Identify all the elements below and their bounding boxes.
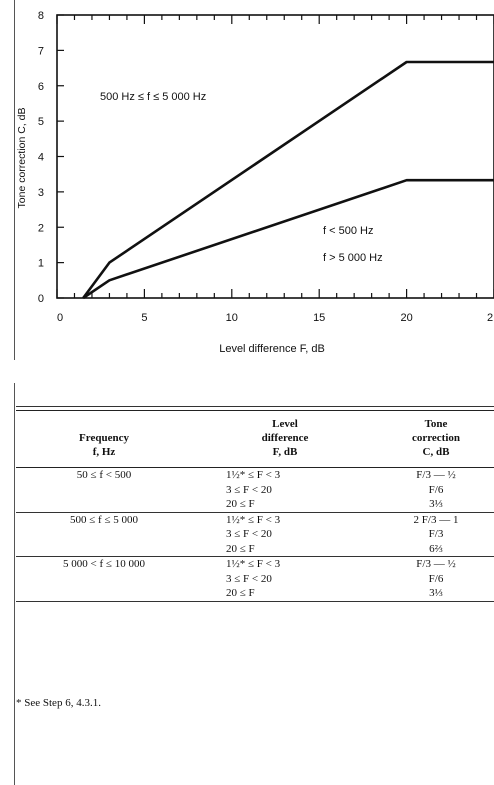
cell-frequency: 500 ≤ f ≤ 5 000 — [16, 512, 192, 557]
annotation-lower-curve-1: f < 500 Hz — [323, 225, 373, 237]
cell-level-difference: 1½* ≤ F < 3 3 ≤ F < 20 20 ≤ F — [192, 512, 378, 557]
y-tick-label: 0 — [38, 293, 44, 305]
y-tick-label: 8 — [38, 10, 44, 22]
x-tick-label: 2 — [487, 312, 493, 324]
y-tick-label: 3 — [38, 187, 44, 199]
footnote: * See Step 6, 4.3.1. — [16, 697, 101, 709]
y-tick-label: 5 — [38, 116, 44, 128]
cell-level-difference: 1½* ≤ F < 3 3 ≤ F < 20 20 ≤ F — [192, 467, 378, 513]
y-axis-label: Tone correction C, dB — [16, 108, 28, 209]
table-row: 5 000 < f ≤ 10 000 1½* ≤ F < 3 3 ≤ F < 2… — [16, 556, 494, 602]
header-tone-correction: Tone correction C, dB — [378, 410, 494, 468]
cell-tone-correction: F/3 — ½ F/6 3⅓ — [378, 556, 494, 602]
series-line-2 — [82, 178, 494, 300]
table-row: 500 ≤ f ≤ 5 000 1½* ≤ F < 3 3 ≤ F < 20 2… — [16, 512, 494, 557]
table-row: 50 ≤ f < 500 1½* ≤ F < 3 3 ≤ F < 20 20 ≤… — [16, 467, 494, 513]
y-tick-label: 2 — [38, 222, 44, 234]
y-tick-labels: 0 1 2 3 4 5 6 7 8 — [38, 10, 44, 305]
table-header-row: Frequency f, Hz Level difference F, dB T… — [16, 410, 494, 468]
header-frequency: Frequency f, Hz — [16, 410, 192, 468]
cell-tone-correction: 2 F/3 — 1 F/3 6⅔ — [378, 512, 494, 557]
x-tick-label: 15 — [313, 312, 325, 324]
y-tick-label: 7 — [38, 45, 44, 57]
cell-frequency: 5 000 < f ≤ 10 000 — [16, 556, 192, 602]
tone-correction-table: Frequency f, Hz Level difference F, dB T… — [16, 410, 494, 602]
cell-tone-correction: F/3 — ½ F/6 3⅓ — [378, 467, 494, 513]
x-axis-label: Level difference F, dB — [219, 343, 325, 355]
x-tick-label: 20 — [400, 312, 412, 324]
plot-frame — [56, 14, 494, 299]
y-tick-label: 1 — [38, 258, 44, 270]
header-level-difference: Level difference F, dB — [192, 410, 378, 468]
left-margin-rule — [14, 0, 15, 360]
cell-frequency: 50 ≤ f < 500 — [16, 467, 192, 513]
chart-table-separator — [16, 406, 494, 407]
x-tick-label: 0 — [57, 312, 63, 324]
tone-correction-chart: 0 5 10 15 20 2 0 1 2 3 4 5 6 7 8 500 Hz ≤ f ≤ 5 000 H… — [16, 10, 494, 355]
series-line-1 — [82, 60, 494, 299]
x-tick-label: 10 — [226, 312, 238, 324]
x-tick-labels: 0 5 10 15 20 2 — [57, 312, 493, 324]
axis-ticks — [56, 14, 494, 299]
x-tick-label: 5 — [141, 312, 147, 324]
y-tick-label: 6 — [38, 81, 44, 93]
y-tick-label: 4 — [38, 152, 44, 164]
series-group — [82, 60, 494, 300]
cell-level-difference: 1½* ≤ F < 3 3 ≤ F < 20 20 ≤ F — [192, 556, 378, 602]
left-margin-rule-lower — [14, 383, 15, 785]
annotation-lower-curve-2: f > 5 000 Hz — [323, 252, 383, 264]
annotation-upper-curve: 500 Hz ≤ f ≤ 5 000 Hz — [100, 91, 206, 103]
